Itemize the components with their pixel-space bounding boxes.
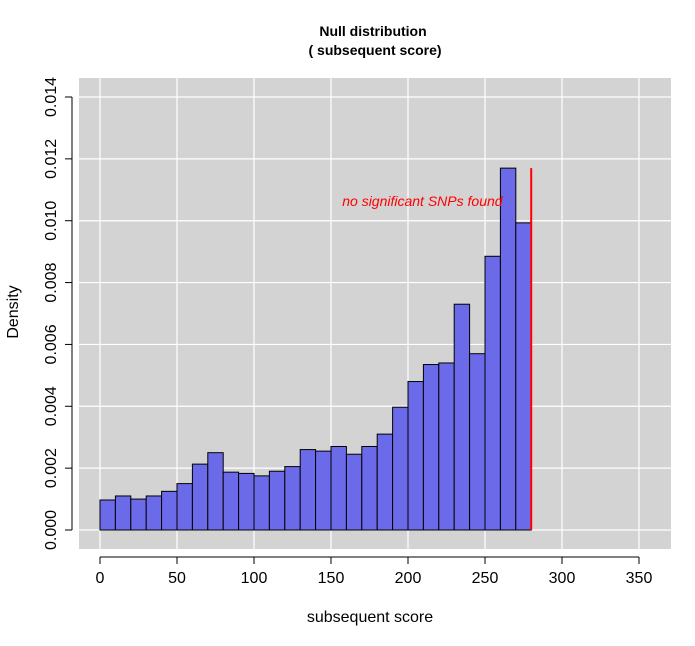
x-tick-label: 350	[626, 570, 653, 587]
x-tick-label: 50	[168, 570, 186, 587]
x-tick-label: 300	[549, 570, 576, 587]
y-tick-label: 0.006	[43, 324, 60, 364]
y-tick-label: 0.012	[43, 139, 60, 179]
y-tick-label: 0.004	[43, 386, 60, 426]
histogram-bar	[499, 167, 517, 531]
histogram-bar	[268, 470, 286, 531]
annotation-no-significant-snps: no significant SNPs found	[342, 193, 504, 209]
histogram-bars	[99, 167, 532, 531]
y-tick-label: 0.008	[43, 262, 60, 302]
histogram-bar	[515, 222, 532, 531]
x-tick-label: 200	[395, 570, 422, 587]
histogram-bar	[376, 433, 394, 531]
x-axis: 0 50 100 150 200 250 300 350	[96, 556, 653, 587]
histogram-bar	[161, 490, 178, 531]
y-tick-label: 0.014	[43, 77, 60, 117]
histogram-bar	[130, 498, 147, 531]
y-tick-label: 0.000	[43, 510, 60, 550]
y-tick-label: 0.002	[43, 448, 60, 488]
histogram-bar	[238, 472, 255, 531]
histogram-bar	[145, 495, 163, 531]
histogram-bar	[99, 499, 116, 531]
x-tick-label: 0	[96, 570, 105, 587]
histogram-bar	[361, 445, 378, 531]
histogram-bar	[207, 452, 224, 531]
y-tick-label: 0.010	[43, 201, 60, 241]
x-tick-label: 150	[318, 570, 345, 587]
histogram-bar	[453, 303, 471, 531]
histogram-bar	[315, 450, 332, 531]
histogram-bar	[253, 475, 270, 531]
chart-subtitle: ( subsequent score)	[308, 42, 441, 58]
y-axis: 0.000 0.002 0.004 0.006 0.008 0.010 0.012 0.014	[43, 77, 73, 550]
histogram-bar	[222, 471, 240, 531]
histogram-bar	[469, 353, 486, 531]
histogram-bar	[438, 362, 455, 531]
histogram-bar	[392, 406, 409, 531]
grid-lines-y	[79, 96, 671, 531]
y-axis-title: Density	[5, 285, 22, 338]
chart-title: Null distribution	[319, 23, 426, 39]
histogram-bar	[191, 463, 209, 531]
histogram-bar	[345, 453, 363, 531]
histogram-bar	[407, 381, 424, 531]
x-axis-title: subsequent score	[307, 609, 433, 626]
histogram-bar	[484, 255, 501, 531]
x-tick-label: 250	[472, 570, 499, 587]
histogram-bar	[114, 495, 132, 531]
histogram-bar	[422, 364, 440, 531]
x-tick-label: 100	[241, 570, 268, 587]
histogram-bar	[284, 466, 301, 531]
histogram-bar	[330, 445, 347, 531]
histogram-bar	[299, 449, 317, 531]
histogram-bar	[176, 483, 193, 531]
